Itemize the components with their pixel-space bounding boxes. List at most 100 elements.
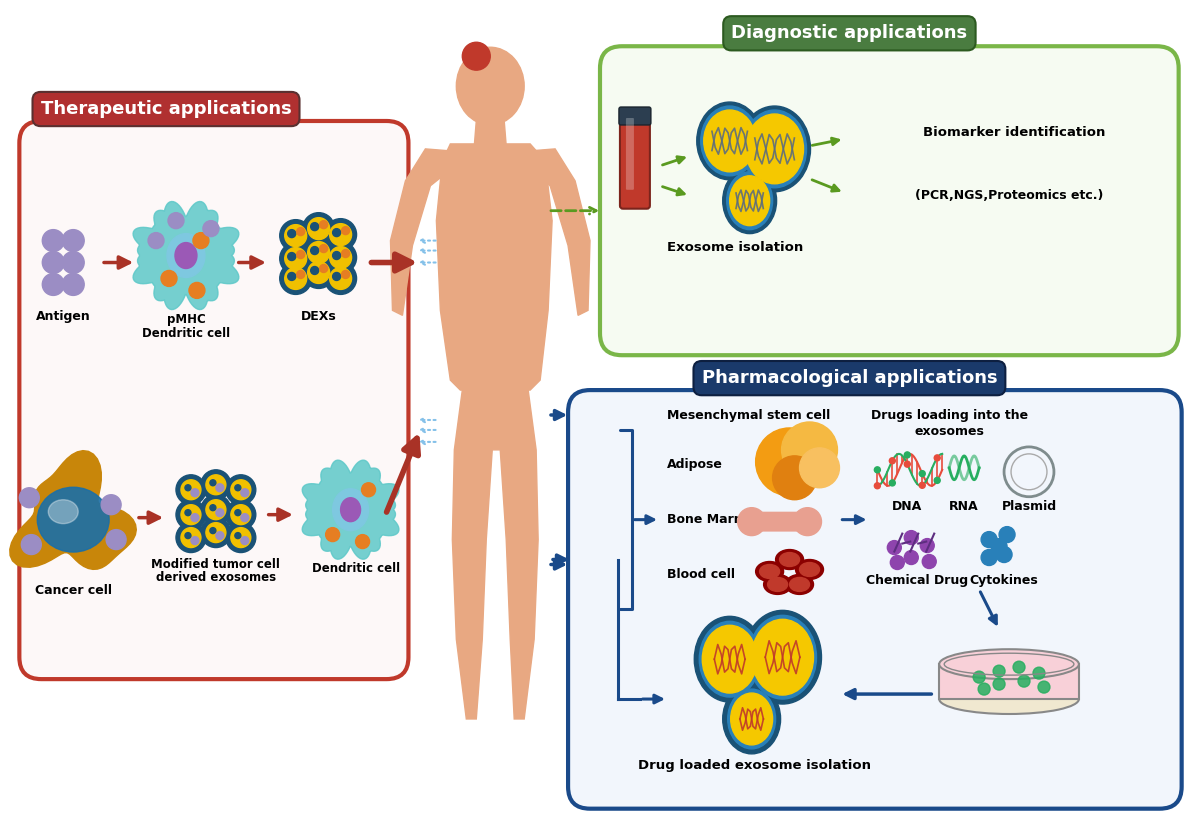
Circle shape (284, 268, 307, 289)
Circle shape (181, 504, 200, 524)
Circle shape (890, 556, 905, 569)
Circle shape (230, 504, 251, 524)
Circle shape (230, 528, 251, 548)
Circle shape (168, 213, 184, 229)
Circle shape (307, 262, 330, 283)
Circle shape (181, 479, 200, 499)
Circle shape (280, 263, 312, 294)
Circle shape (1033, 667, 1045, 679)
Circle shape (210, 504, 216, 511)
Circle shape (973, 671, 985, 683)
Text: (PCR,NGS,Proteomics etc.): (PCR,NGS,Proteomics etc.) (914, 189, 1103, 202)
FancyBboxPatch shape (568, 390, 1182, 809)
Circle shape (200, 470, 230, 499)
Circle shape (161, 270, 176, 287)
Polygon shape (133, 201, 239, 310)
Ellipse shape (768, 578, 787, 592)
Circle shape (241, 537, 248, 544)
Ellipse shape (940, 684, 1079, 714)
Circle shape (330, 224, 352, 246)
Ellipse shape (341, 498, 360, 522)
Circle shape (799, 448, 840, 488)
Circle shape (905, 452, 911, 458)
Text: Biomarker identification: Biomarker identification (923, 126, 1105, 140)
Circle shape (1013, 661, 1025, 673)
Circle shape (311, 267, 319, 274)
Circle shape (781, 422, 838, 478)
Circle shape (284, 248, 307, 269)
Circle shape (226, 475, 256, 504)
Text: Adipose: Adipose (667, 459, 722, 471)
Circle shape (978, 683, 990, 695)
FancyBboxPatch shape (619, 107, 650, 125)
Circle shape (19, 488, 40, 508)
FancyBboxPatch shape (760, 512, 799, 532)
Ellipse shape (701, 106, 758, 176)
Circle shape (935, 455, 941, 461)
Circle shape (325, 242, 356, 273)
Circle shape (22, 534, 41, 554)
Text: Exosome isolation: Exosome isolation (666, 241, 803, 253)
Circle shape (185, 484, 191, 491)
Circle shape (332, 252, 341, 259)
Circle shape (793, 508, 822, 536)
Circle shape (875, 483, 881, 489)
Circle shape (62, 252, 84, 273)
Circle shape (191, 489, 199, 497)
Ellipse shape (730, 176, 769, 226)
Circle shape (216, 484, 224, 492)
Ellipse shape (456, 47, 524, 125)
Text: DEXs: DEXs (301, 310, 336, 323)
Circle shape (62, 273, 84, 295)
Circle shape (319, 264, 328, 273)
FancyBboxPatch shape (600, 47, 1178, 355)
Circle shape (319, 221, 328, 229)
Circle shape (905, 461, 911, 467)
Circle shape (332, 229, 341, 237)
Circle shape (191, 537, 199, 544)
Ellipse shape (744, 610, 822, 704)
Polygon shape (452, 388, 538, 719)
Circle shape (288, 273, 295, 280)
Circle shape (887, 541, 901, 554)
Circle shape (330, 268, 352, 289)
Text: Chemical Drug: Chemical Drug (866, 574, 968, 588)
Text: Therapeutic applications: Therapeutic applications (41, 100, 292, 118)
Ellipse shape (796, 559, 823, 579)
Polygon shape (10, 450, 137, 569)
Ellipse shape (731, 693, 773, 745)
Circle shape (296, 228, 305, 236)
Ellipse shape (703, 110, 756, 172)
Circle shape (311, 247, 319, 254)
Circle shape (206, 499, 226, 519)
Ellipse shape (751, 619, 814, 695)
Circle shape (332, 273, 341, 280)
Circle shape (905, 551, 918, 564)
Circle shape (982, 532, 997, 548)
Circle shape (1018, 675, 1030, 687)
Circle shape (923, 554, 936, 568)
Ellipse shape (775, 549, 804, 569)
Circle shape (230, 479, 251, 499)
Circle shape (920, 538, 935, 553)
Ellipse shape (763, 574, 792, 594)
Text: Bone Marrow: Bone Marrow (667, 514, 760, 526)
Text: Antigen: Antigen (36, 310, 91, 323)
Circle shape (1000, 527, 1015, 543)
Circle shape (935, 477, 941, 484)
FancyBboxPatch shape (19, 121, 408, 679)
Circle shape (176, 523, 206, 553)
Ellipse shape (697, 102, 763, 179)
Circle shape (991, 538, 1007, 554)
Ellipse shape (727, 689, 775, 749)
Ellipse shape (700, 622, 760, 697)
Circle shape (176, 475, 206, 504)
Circle shape (106, 529, 126, 549)
Circle shape (1038, 681, 1050, 693)
Circle shape (307, 242, 330, 263)
Circle shape (216, 509, 224, 517)
Ellipse shape (790, 578, 810, 592)
Circle shape (235, 509, 241, 516)
Circle shape (994, 665, 1006, 677)
Ellipse shape (743, 110, 806, 188)
